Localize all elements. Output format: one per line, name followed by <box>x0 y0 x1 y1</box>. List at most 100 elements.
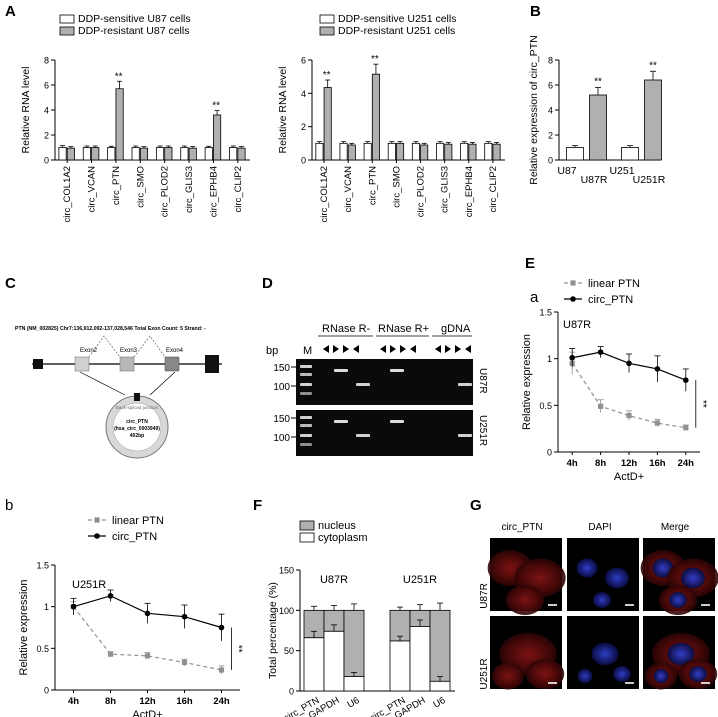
y-tick-label: 1.5 <box>539 308 552 318</box>
x-tick-label: U87 <box>557 165 576 177</box>
gel-band <box>356 434 370 437</box>
bp-label: bp <box>266 345 278 357</box>
legend-marker <box>94 533 100 539</box>
panel-c-header: PTN (NM_002825) Chr7:136,912,092-137,028… <box>15 326 206 332</box>
bar <box>371 73 380 161</box>
gel-band <box>458 434 472 437</box>
y-axis-label: Relative expression of circ_PTN <box>528 35 540 184</box>
significance-marker: ** <box>594 77 602 88</box>
legend-marker <box>94 517 100 523</box>
ladder-tick-150-top: 150 <box>273 363 290 374</box>
y-tick-label: 1.5 <box>36 561 49 571</box>
bar-cytoplasm <box>323 630 345 692</box>
bar <box>492 143 501 161</box>
legend-marker <box>570 296 576 302</box>
gel-band <box>300 373 312 376</box>
x-tick-label: circ_PLOD2 <box>160 166 171 217</box>
y-tick-label: 6 <box>44 81 49 91</box>
y-tick-label: 8 <box>44 56 49 66</box>
y-tick-label: 0.5 <box>36 644 49 654</box>
gel-row-label-u87r: U87R <box>477 368 488 394</box>
x-tick-label: 4h <box>567 458 578 469</box>
x-tick-label: circ_COL1A2 <box>62 166 73 223</box>
y-axis-label: Relative RNA level <box>277 67 289 154</box>
x-tick-label: U6 <box>431 695 447 711</box>
cell-nucleus <box>605 567 629 589</box>
arrow-left <box>79 371 126 396</box>
chart-e-b: 0 0.5 1 1.5 4h 8h 12h 16h 24h linear PTN circ_PTN U… <box>18 515 244 717</box>
y-tick-label: 0 <box>44 686 49 696</box>
bar <box>460 142 469 161</box>
bar <box>66 147 75 161</box>
y-tick-label: 0 <box>547 448 552 458</box>
significance-marker: ** <box>697 400 708 408</box>
legend-entry: DDP-sensitive U87 cells <box>78 13 191 25</box>
data-point <box>654 420 660 426</box>
series-line <box>73 606 222 671</box>
x-tick-label: circ_VCAN <box>87 166 98 213</box>
y-tick-label: 0 <box>289 687 294 697</box>
y-tick-label: 4 <box>548 106 553 116</box>
panel-g-microscopy: circ_PTN DAPI Merge U87R U251R <box>479 522 718 690</box>
y-tick-label: 0 <box>44 156 49 166</box>
significance-marker: ** <box>212 101 220 112</box>
x-tick-label: circ_VCAN <box>343 166 354 213</box>
rnase-minus-label: RNase R- <box>322 323 371 335</box>
gdna-label: gDNA <box>441 323 471 335</box>
bar <box>204 147 213 161</box>
significance-marker: ** <box>323 70 331 81</box>
panel-label-E: E <box>525 255 535 272</box>
data-point <box>654 366 661 372</box>
row-label-u251r: U251R <box>479 658 490 689</box>
data-point <box>683 377 689 383</box>
x-tick-label: 16h <box>176 696 193 707</box>
y-tick-label: 4 <box>301 89 306 99</box>
bar <box>347 144 356 161</box>
x-tick-label: U251 <box>609 165 634 177</box>
bar-cytoplasm <box>303 637 325 692</box>
bar <box>188 147 197 161</box>
x-tick-label: U6 <box>345 695 361 711</box>
cell-cytoplasm <box>492 662 524 690</box>
panel-label-D: D <box>262 275 273 292</box>
ladder-tick-100-bottom: 100 <box>273 433 290 444</box>
chart-title: U251R <box>72 579 106 591</box>
significance-marker: ** <box>649 60 657 71</box>
x-tick-label: circ_PLOD2 <box>416 166 427 217</box>
y-axis-label: Total percentage (%) <box>267 582 279 679</box>
gel-band <box>458 383 472 386</box>
bar <box>155 147 165 161</box>
bar <box>339 142 348 161</box>
row-label-u87r: U87R <box>479 583 490 609</box>
primer-arrow <box>445 345 451 353</box>
y-tick-label: 4 <box>44 106 49 116</box>
primer-arrow <box>400 345 406 353</box>
exon-2-box <box>74 356 90 372</box>
data-point <box>107 651 114 657</box>
bar <box>115 88 124 161</box>
gel-bands <box>300 365 472 446</box>
y-tick-label: 2 <box>548 131 553 141</box>
x-tick-label: 8h <box>105 696 116 707</box>
x-tick-label: circ_SMO <box>135 166 146 208</box>
circ-ptn-circle-inner <box>112 402 162 452</box>
gel-band <box>390 369 404 372</box>
primer-arrow <box>390 345 396 353</box>
legend-swatch <box>299 532 315 543</box>
cell-nucleus <box>576 558 598 578</box>
gel-u87r <box>296 359 473 405</box>
bar <box>644 79 662 161</box>
panel-label-G: G <box>470 497 482 514</box>
legend-entry: nucleus <box>318 520 356 532</box>
legend-entry: DDP-resistant U87 cells <box>78 25 189 37</box>
arrow-right <box>149 371 176 396</box>
primer-arrow <box>333 345 339 353</box>
bar <box>589 94 607 161</box>
legend-swatch <box>59 26 75 36</box>
panel-label-B: B <box>530 3 541 20</box>
cell-nucleus <box>669 592 687 608</box>
bar-cytoplasm <box>429 680 451 692</box>
